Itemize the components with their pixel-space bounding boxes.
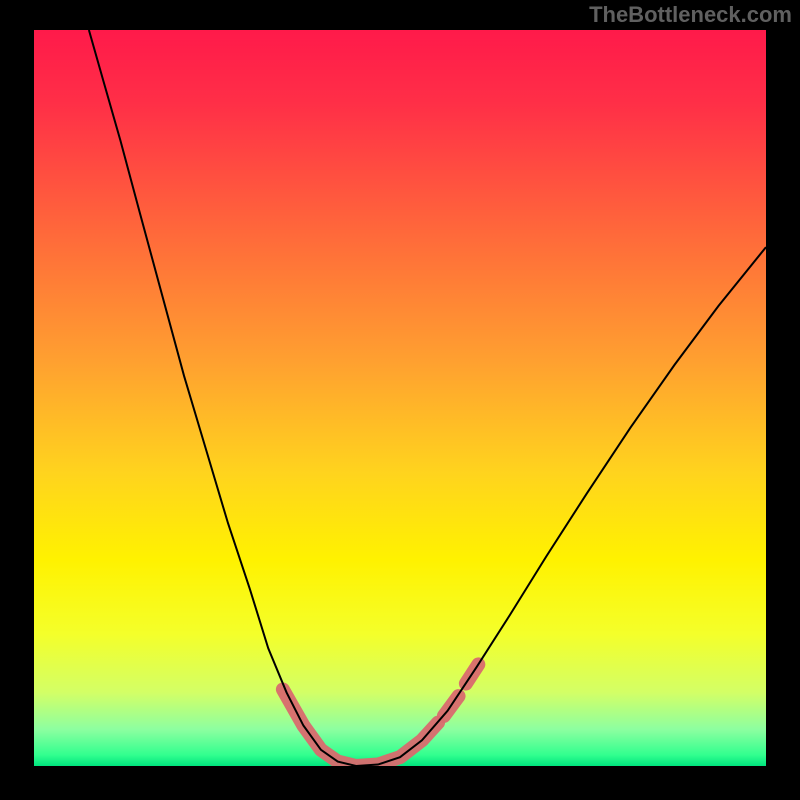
- curve-layer: [34, 30, 766, 766]
- chart-frame: TheBottleneck.com: [0, 0, 800, 800]
- plot-area: [34, 30, 766, 766]
- watermark-text: TheBottleneck.com: [589, 2, 792, 28]
- highlight-band: [283, 664, 478, 766]
- bottleneck-curve: [89, 30, 766, 766]
